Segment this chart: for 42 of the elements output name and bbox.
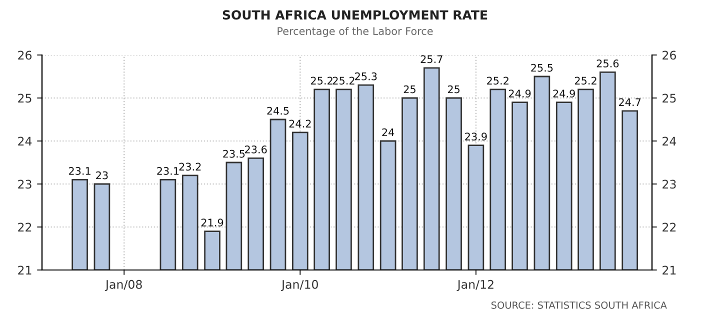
- data-label: 25.7: [420, 55, 442, 64]
- x-tick-label: Jan/12: [456, 280, 494, 292]
- data-label: 23.5: [223, 150, 245, 158]
- data-label: 23: [96, 171, 108, 180]
- y2-tick-label: 24: [662, 136, 676, 146]
- y-tick-label: 24: [18, 136, 32, 146]
- y-tick-label: 23: [18, 180, 32, 189]
- y2-tick-label: 21: [662, 266, 676, 274]
- data-label: 23.9: [465, 132, 487, 141]
- data-label: 25.2: [311, 76, 332, 85]
- data-label: 24.7: [619, 98, 641, 106]
- data-label: 24: [382, 128, 394, 136]
- data-label: 25: [448, 85, 460, 94]
- x-tick-label: Jan/10: [280, 280, 318, 292]
- data-label: 25.2: [574, 76, 596, 85]
- data-label: 25.5: [531, 64, 553, 72]
- data-label: 24.9: [508, 90, 531, 98]
- y-tick-label: 21: [18, 266, 32, 274]
- chart-title: SOUTH AFRICA UNEMPLOYMENT RATE: [222, 10, 488, 20]
- y-tick-label: 25: [18, 94, 32, 103]
- data-label: 23.2: [179, 162, 201, 171]
- y2-tick-label: 25: [662, 94, 676, 103]
- y-tick-label: 26: [18, 50, 32, 60]
- data-label: 23.1: [68, 167, 90, 175]
- data-label: 25.2: [487, 76, 508, 85]
- chart-subtitle: Percentage of the Labor Force: [278, 26, 433, 38]
- data-label: 23.6: [245, 146, 267, 154]
- data-label: 24.2: [289, 120, 311, 128]
- x-tick-label: Jan/08: [104, 280, 142, 292]
- data-label: 25.3: [355, 72, 377, 80]
- data-label: 25: [404, 85, 416, 94]
- data-label: 24.5: [267, 106, 289, 115]
- y2-tick-label: 26: [662, 50, 676, 60]
- data-label: 25.2: [332, 76, 354, 85]
- y-tick-label: 22: [18, 222, 32, 232]
- data-label: 23.1: [157, 167, 179, 175]
- data-label: 25.6: [596, 60, 619, 68]
- data-label: 24.9: [553, 90, 575, 98]
- y2-tick-label: 22: [662, 222, 676, 232]
- source-note: SOURCE: STATISTICS SOUTH AFRICA: [491, 301, 667, 309]
- data-label: 21.9: [201, 218, 224, 227]
- y2-tick-label: 23: [662, 180, 676, 189]
